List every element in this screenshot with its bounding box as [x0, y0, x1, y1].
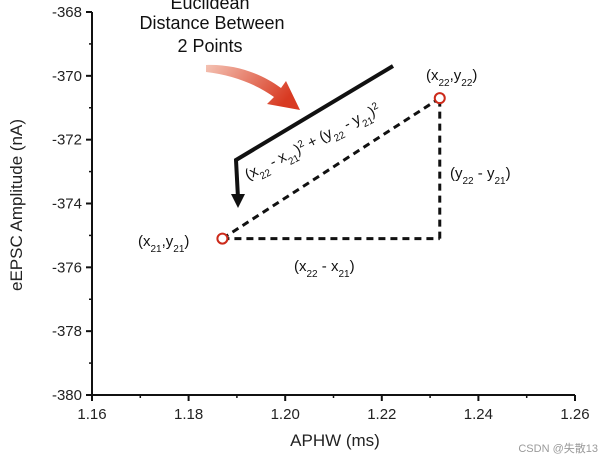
data-point-2: [433, 92, 446, 105]
tick-marks: [86, 11, 576, 401]
distance-lines: [221, 96, 442, 241]
title-line-2: Distance Between: [139, 13, 284, 33]
data-point-1: [216, 232, 229, 245]
x-tick-label: 1.24: [464, 406, 493, 423]
x-tick-label: 1.18: [174, 406, 203, 423]
watermark: CSDN @失散13: [518, 441, 598, 455]
y-axis-title: eEPSC Amplitude (nA): [7, 119, 26, 291]
y-tick-label: -368: [52, 4, 82, 21]
x-tick-label: 1.20: [271, 406, 300, 423]
x-tick-label: 1.16: [77, 406, 106, 423]
y-tick-label: -370: [52, 68, 82, 85]
y-tick-label: -372: [52, 132, 82, 149]
title-line-1: Euclidean: [170, 0, 249, 13]
formula-bracket: [233, 64, 395, 199]
dx-label: (x22 - x21): [294, 258, 355, 280]
y-tick-label: -376: [52, 259, 82, 276]
point-1-label: (x21,y21): [138, 233, 189, 255]
curved-arrow-icon: [206, 64, 300, 110]
x-tick-label: 1.26: [560, 406, 589, 423]
data-points: [216, 92, 446, 245]
y-tick-label: -374: [52, 196, 82, 213]
bracket-arrowhead-icon: [231, 194, 245, 208]
point-2-label: (x22,y22): [426, 67, 477, 89]
dy-label: (y22 - y21): [450, 165, 511, 187]
x-tick-label: 1.22: [367, 406, 396, 423]
x-axis-title: APHW (ms): [290, 431, 380, 450]
y-tick-label: -380: [52, 387, 82, 404]
y-tick-label: -378: [52, 323, 82, 340]
tick-labels: 1.16 1.18 1.20 1.22 1.24 1.26 -368 -370 -372 -374…: [52, 4, 590, 423]
title-line-3: 2 Points: [177, 36, 242, 56]
